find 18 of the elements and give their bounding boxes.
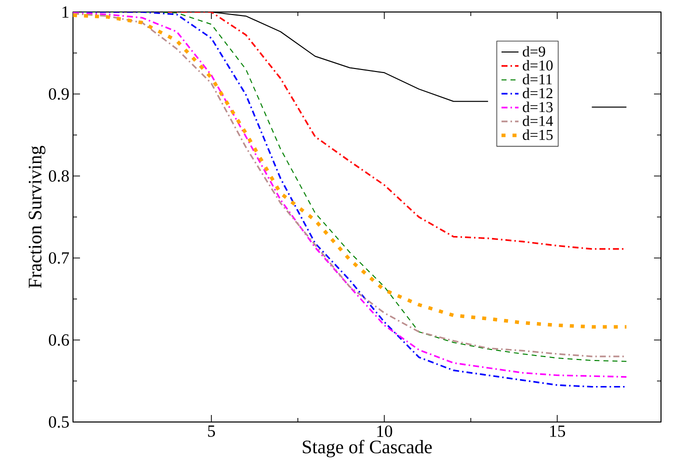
y-tick-label: 0.8 [48, 170, 69, 182]
x-axis-title: Stage of Cascade [302, 440, 432, 458]
y-tick-label: 1 [62, 6, 68, 18]
x-tick-label: 5 [208, 426, 215, 437]
y-tick-label: 0.5 [48, 416, 69, 428]
legend-label: d=14 [522, 116, 553, 126]
legend-label: d=9 [522, 46, 546, 57]
y-tick-label: 0.6 [48, 334, 69, 346]
legend-label: d=11 [522, 74, 552, 84]
y-tick-label: 0.9 [48, 88, 69, 100]
legend-label: d=13 [522, 102, 553, 112]
y-axis-title: Fraction Surviving [28, 146, 46, 288]
y-tick-label: 0.7 [48, 252, 69, 264]
x-tick-label: 15 [550, 426, 566, 437]
legend-label: d=15 [522, 129, 553, 140]
x-tick-label: 10 [377, 426, 392, 437]
legend-label: d=12 [522, 88, 552, 98]
legend-label: d=10 [522, 60, 553, 71]
